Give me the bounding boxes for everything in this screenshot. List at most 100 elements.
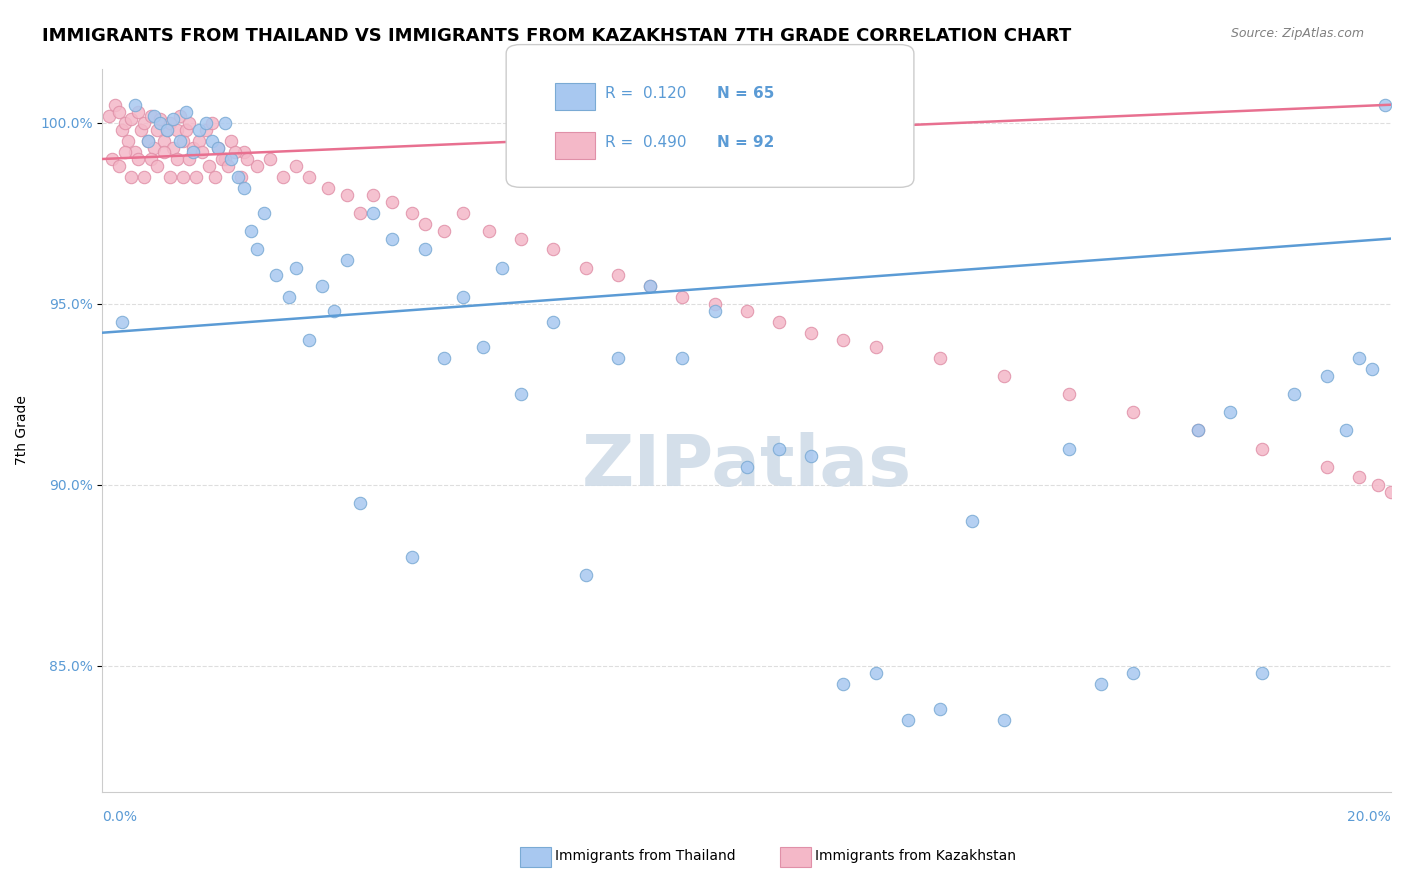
Point (929, 702, 952, 716)
Point (166, 152, 188, 166)
Text: IMMIGRANTS FROM THAILAND VS IMMIGRANTS FROM KAZAKHSTAN 7TH GRADE CORRELATION CHA: IMMIGRANTS FROM THAILAND VS IMMIGRANTS F… (42, 27, 1071, 45)
Point (104, 97, 127, 112)
Point (162, 112, 184, 127)
Point (156, 123, 179, 137)
Point (865, 340, 887, 354)
Point (1251, 442, 1274, 456)
Point (191, 145, 214, 159)
Point (336, 188, 359, 202)
Point (832, 677, 855, 691)
Point (181, 141, 204, 155)
Point (960, 514, 983, 528)
Point (1122, 665, 1144, 680)
Point (832, 333, 855, 347)
Point (471, 340, 494, 354)
Point (124, 97, 146, 112)
Point (217, 159, 239, 173)
Point (1347, 351, 1369, 365)
Point (101, 152, 124, 166)
Point (401, 550, 423, 565)
Point (201, 134, 224, 148)
Point (671, 289, 693, 303)
Point (1284, 387, 1306, 401)
Point (1090, 677, 1112, 691)
Point (993, 369, 1015, 384)
Text: Immigrants from Kazakhstan: Immigrants from Kazakhstan (815, 849, 1017, 863)
Point (638, 278, 661, 293)
Point (768, 442, 790, 456)
Point (1361, 362, 1384, 376)
Point (1347, 470, 1369, 484)
Point (349, 496, 371, 510)
Point (107, 105, 129, 120)
Text: Source: ZipAtlas.com: Source: ZipAtlas.com (1230, 27, 1364, 40)
Point (107, 159, 129, 173)
Point (278, 289, 301, 303)
Point (159, 116, 181, 130)
Point (166, 123, 188, 137)
Point (111, 123, 134, 137)
Text: N = 92: N = 92 (717, 136, 775, 150)
Point (298, 170, 321, 185)
Point (188, 123, 211, 137)
Point (735, 459, 758, 474)
Point (139, 109, 162, 123)
Point (136, 134, 159, 148)
Point (127, 152, 149, 166)
Point (194, 116, 217, 130)
Point (114, 145, 136, 159)
Point (316, 181, 339, 195)
Point (152, 145, 174, 159)
Text: 20.0%: 20.0% (1347, 811, 1391, 824)
Point (162, 141, 184, 155)
Point (1316, 459, 1339, 474)
Point (149, 112, 172, 127)
Point (1219, 405, 1241, 419)
Point (152, 134, 174, 148)
Point (207, 141, 229, 155)
Point (221, 152, 243, 166)
Point (169, 134, 191, 148)
Point (139, 152, 162, 166)
Point (451, 289, 474, 303)
Point (1379, 484, 1402, 499)
Point (671, 351, 693, 365)
Point (159, 170, 181, 185)
Point (1057, 442, 1080, 456)
Point (361, 206, 384, 220)
Point (606, 268, 628, 282)
Point (323, 304, 346, 318)
Point (638, 278, 661, 293)
Point (146, 159, 169, 173)
Point (124, 145, 146, 159)
Point (174, 105, 197, 120)
Point (703, 297, 725, 311)
Point (246, 243, 269, 257)
Point (543, 243, 565, 257)
Point (204, 170, 226, 185)
Point (97, 109, 120, 123)
Point (284, 159, 307, 173)
Point (179, 152, 201, 166)
Point (117, 134, 139, 148)
Point (929, 351, 952, 365)
Point (211, 152, 233, 166)
Point (214, 116, 236, 130)
Point (201, 116, 224, 130)
Point (800, 326, 823, 340)
Point (188, 134, 211, 148)
Point (266, 268, 288, 282)
Point (224, 145, 246, 159)
Point (543, 315, 565, 329)
Point (1251, 665, 1274, 680)
Point (226, 170, 249, 185)
Point (120, 170, 142, 185)
Point (478, 224, 501, 238)
Point (413, 217, 436, 231)
Point (143, 109, 166, 123)
Text: 0.0%: 0.0% (103, 811, 138, 824)
Point (433, 351, 456, 365)
Point (146, 123, 169, 137)
Point (134, 170, 156, 185)
Point (111, 315, 134, 329)
